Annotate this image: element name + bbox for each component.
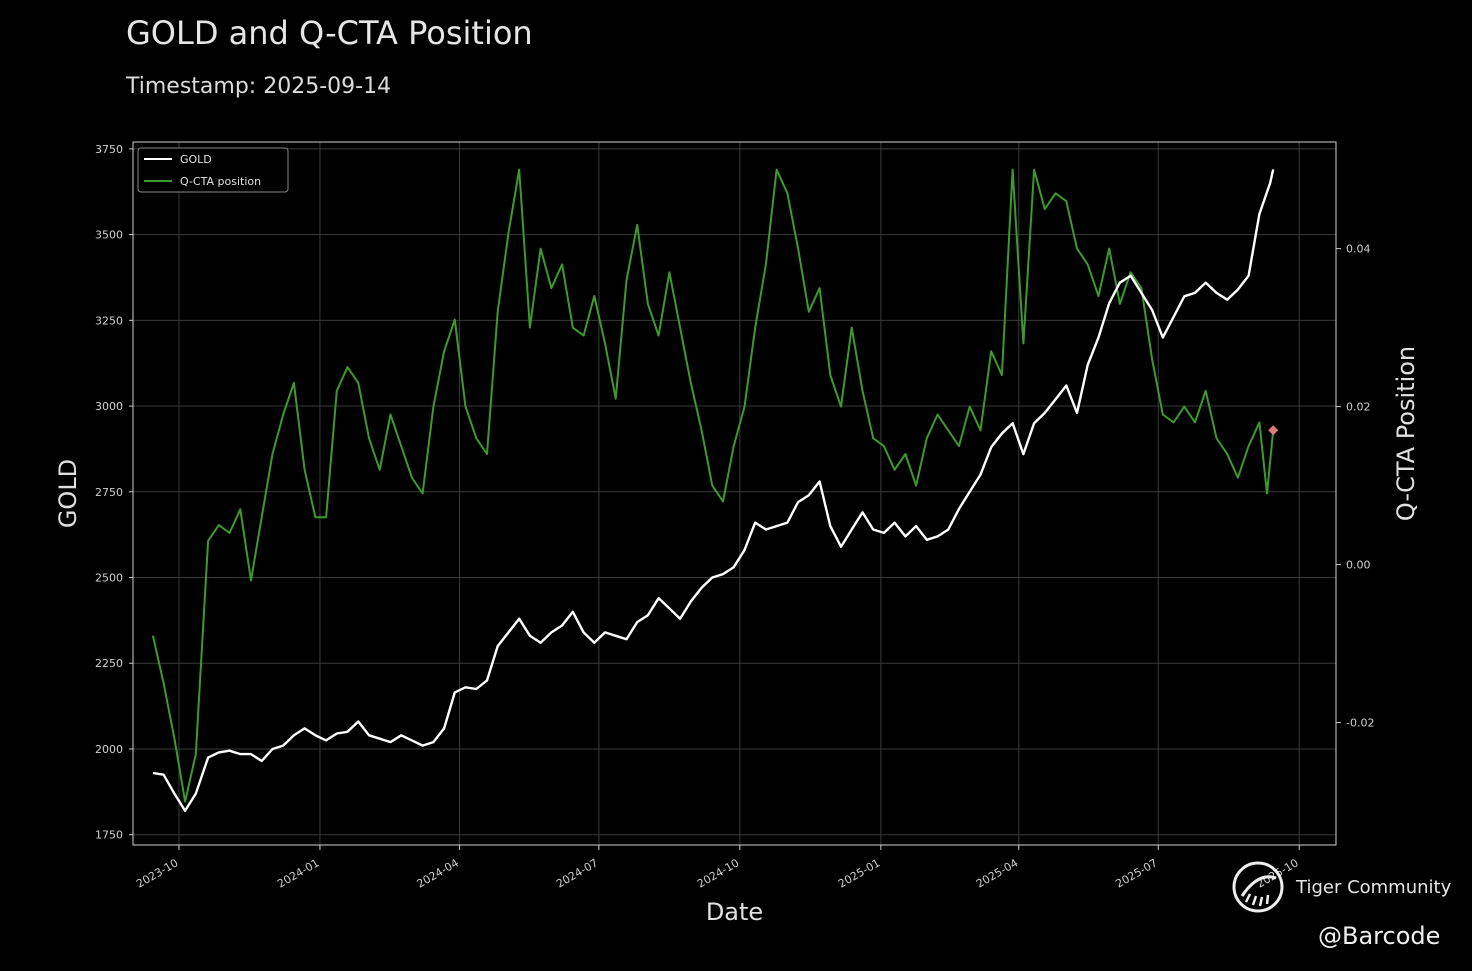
tick-label-y2: -0.02 <box>1346 717 1374 730</box>
tick-label-x: 2025-07 <box>1113 856 1159 890</box>
watermark-community: Tiger Community <box>1296 877 1452 898</box>
tick-label-y: 3000 <box>95 400 123 413</box>
tick-label-y: 3500 <box>95 229 123 242</box>
tick-label-x: 2023-10 <box>134 856 180 890</box>
tick-label-y: 3750 <box>95 143 123 156</box>
y-axis-left-label: GOLD <box>54 459 82 528</box>
plot-frame <box>132 141 1337 846</box>
y-axis-left-ticks: 1750 2000 2250 2500 2750 3000 3250 3500 3750 <box>95 143 133 842</box>
tick-label-y: 2750 <box>95 486 123 499</box>
tick-label-x: 2024-01 <box>275 856 321 890</box>
tick-label-y: 2000 <box>95 743 123 756</box>
series-line-q-cta <box>151 168 1275 803</box>
tick-label-x: 2024-07 <box>554 856 600 890</box>
y-axis-right-ticks: -0.02 0.00 0.02 0.04 <box>1336 243 1374 730</box>
chart-title: GOLD and Q-CTA Position <box>126 14 533 52</box>
tick-label-y: 2500 <box>95 572 123 585</box>
tick-label-x: 2024-04 <box>415 856 461 890</box>
legend: GOLD Q-CTA position <box>137 147 289 193</box>
tick-label-x: 2025-01 <box>836 856 882 890</box>
chart-subtitle: Timestamp: 2025-09-14 <box>126 74 392 99</box>
tick-label-y2: 0.04 <box>1346 243 1371 256</box>
legend-label-q-cta: Q-CTA position <box>180 175 261 188</box>
x-axis-ticks: 2023-10 2024-01 2024-04 2024-07 2024-10 2025-… <box>134 845 1301 891</box>
tick-label-x: 2024-10 <box>695 856 741 890</box>
tiger-logo-icon <box>1232 861 1284 913</box>
gridlines <box>133 142 1336 845</box>
y-axis-right-label: Q-CTA Position <box>1392 346 1420 521</box>
tick-label-y: 1750 <box>95 829 123 842</box>
legend-label-gold: GOLD <box>180 153 212 166</box>
tick-label-y2: 0.02 <box>1346 401 1371 414</box>
series-line-gold <box>152 169 1275 812</box>
tick-label-y: 2250 <box>95 657 123 670</box>
x-axis-label: Date <box>706 898 763 926</box>
watermark-handle: @Barcode <box>1318 922 1441 950</box>
tick-label-y: 3250 <box>95 314 123 327</box>
tick-label-x: 2025-04 <box>974 856 1020 890</box>
last-point-marker <box>1268 425 1279 436</box>
tick-label-y2: 0.00 <box>1346 559 1371 572</box>
